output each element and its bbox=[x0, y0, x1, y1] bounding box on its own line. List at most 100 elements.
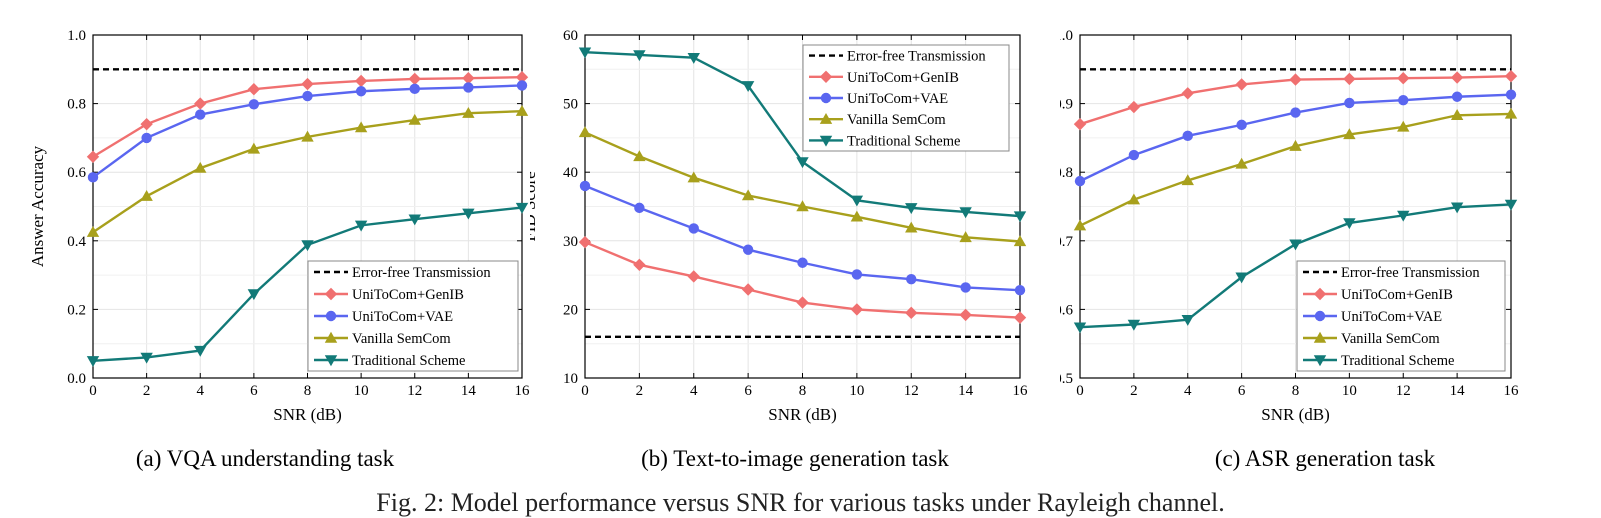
legend-label-error-free-transmission: Error-free Transmission bbox=[352, 265, 491, 281]
figure-caption: Fig. 2: Model performance versus SNR for… bbox=[376, 488, 1225, 517]
x-tick-label: 0 bbox=[89, 383, 97, 399]
subcaption-asr: (c) ASR generation task bbox=[1214, 446, 1436, 471]
x-tick-label: 12 bbox=[407, 383, 422, 399]
x-axis-label: SNR (dB) bbox=[768, 405, 836, 424]
data-point-unitocom-vae bbox=[960, 282, 971, 293]
legend-marker-vanilla-semcom bbox=[819, 113, 833, 124]
legend-marker-unitocom-genib bbox=[324, 287, 338, 301]
y-tick-label: 0.2 bbox=[67, 302, 86, 318]
legend-label-error-free-transmission: Error-free Transmission bbox=[1341, 265, 1480, 281]
x-tick-label: 2 bbox=[636, 383, 644, 399]
x-tick-label: 14 bbox=[958, 383, 974, 399]
legend-marker-unitocom-genib bbox=[1313, 287, 1327, 301]
x-axis-label: SNR (dB) bbox=[1261, 405, 1329, 424]
data-point-traditional-scheme bbox=[578, 47, 592, 59]
data-point-traditional-scheme bbox=[194, 345, 207, 357]
data-point-unitocom-vae bbox=[797, 257, 808, 268]
data-point-vanilla-semcom bbox=[687, 171, 700, 183]
subcaption-text-to-image: (b) Text-to-image generation task bbox=[641, 446, 949, 471]
data-point-vanilla-semcom bbox=[1235, 157, 1248, 169]
legend-marker-unitocom-genib bbox=[819, 70, 833, 83]
data-point-unitocom-vae bbox=[1014, 284, 1026, 296]
data-point-vanilla-semcom bbox=[86, 226, 100, 237]
series-vanilla-semcom bbox=[1073, 107, 1518, 231]
data-point-vanilla-semcom bbox=[1073, 219, 1087, 231]
data-point-unitocom-vae bbox=[1505, 89, 1517, 100]
data-point-unitocom-vae bbox=[851, 269, 863, 280]
legend-label-unitocom-genib: UniToCom+GenIB bbox=[1341, 287, 1453, 303]
data-point-unitocom-vae bbox=[634, 202, 645, 214]
data-point-unitocom-vae bbox=[516, 80, 528, 91]
y-tick-label: 10 bbox=[563, 371, 578, 387]
series-traditional-scheme bbox=[578, 47, 1027, 223]
data-point-vanilla-semcom bbox=[796, 200, 809, 212]
data-point-traditional-scheme bbox=[140, 352, 153, 364]
data-point-traditional-scheme bbox=[354, 220, 368, 232]
data-point-vanilla-semcom bbox=[354, 121, 368, 133]
subcaption-vqa: (a) VQA understanding task bbox=[135, 446, 395, 471]
legend-marker-vanilla-semcom bbox=[1313, 331, 1327, 343]
data-point-unitocom-genib bbox=[1013, 311, 1027, 324]
data-point-unitocom-vae bbox=[302, 90, 313, 102]
series-vanilla-semcom bbox=[86, 104, 529, 237]
legend-marker-traditional-scheme bbox=[324, 355, 338, 367]
series-traditional-scheme bbox=[1073, 199, 1518, 334]
legend-label-unitocom-genib: UniToCom+GenIB bbox=[847, 70, 959, 86]
data-point-traditional-scheme bbox=[796, 157, 809, 169]
data-point-unitocom-vae bbox=[742, 244, 754, 255]
data-point-vanilla-semcom bbox=[741, 189, 755, 201]
data-point-unitocom-vae bbox=[1344, 97, 1355, 109]
y-axis-label: FID Score bbox=[530, 171, 539, 241]
data-point-traditional-scheme bbox=[1073, 322, 1087, 334]
series-unitocom-genib bbox=[1073, 69, 1518, 131]
data-point-vanilla-semcom bbox=[578, 126, 592, 138]
x-tick-label: 14 bbox=[461, 383, 477, 399]
legend-label-unitocom-vae: UniToCom+VAE bbox=[847, 91, 948, 107]
y-tick-label: 40 bbox=[563, 165, 578, 181]
y-tick-label: 1.0 bbox=[1060, 28, 1073, 44]
y-axis-label: Answer Accuracy bbox=[28, 145, 47, 267]
y-tick-label: 0.8 bbox=[1060, 165, 1073, 181]
data-point-vanilla-semcom bbox=[462, 107, 475, 118]
chart-text-to-image: 0 2 4 6 8 10 12 14 16 10 20 30 40 50 60 SNR (dB) FID Sco… bbox=[530, 28, 1028, 424]
y-tick-label: 0.7 bbox=[1060, 234, 1074, 250]
data-point-unitocom-vae bbox=[355, 86, 367, 97]
data-point-unitocom-genib bbox=[354, 74, 368, 88]
x-tick-label: 0 bbox=[581, 383, 589, 399]
data-point-vanilla-semcom bbox=[140, 190, 153, 201]
x-tick-label: 0 bbox=[1076, 383, 1084, 399]
data-point-unitocom-genib bbox=[741, 283, 755, 296]
y-tick-label: 0.9 bbox=[1060, 97, 1073, 113]
data-point-vanilla-semcom bbox=[633, 150, 646, 162]
ticks: 0 2 4 6 8 10 12 14 16 0.0 0.2 0.4 0.6 0.8 1.0 bbox=[67, 28, 530, 399]
data-point-unitocom-genib bbox=[796, 296, 809, 309]
data-point-traditional-scheme bbox=[1235, 272, 1248, 284]
legend-box bbox=[802, 44, 1010, 152]
legend-marker-vanilla-semcom bbox=[324, 331, 338, 343]
data-point-vanilla-semcom bbox=[194, 161, 207, 173]
data-point-unitocom-genib bbox=[1181, 87, 1194, 100]
x-tick-label: 4 bbox=[690, 383, 698, 399]
data-point-vanilla-semcom bbox=[1343, 128, 1356, 140]
data-point-traditional-scheme bbox=[1127, 319, 1141, 331]
data-point-traditional-scheme bbox=[850, 195, 864, 207]
legend: Error-free Transmission UniToCom+GenIB Uni… bbox=[1296, 260, 1506, 372]
legend-label-traditional-scheme: Traditional Scheme bbox=[847, 133, 960, 149]
data-point-vanilla-semcom bbox=[1013, 235, 1027, 247]
legend-marker-traditional-scheme bbox=[1313, 355, 1327, 367]
data-point-unitocom-genib bbox=[578, 235, 592, 249]
x-tick-label: 4 bbox=[1184, 383, 1192, 399]
x-tick-label: 10 bbox=[1342, 383, 1357, 399]
legend: Error-free Transmission UniToCom+GenIB Uni… bbox=[307, 260, 519, 372]
legend-label-traditional-scheme: Traditional Scheme bbox=[352, 353, 465, 369]
data-point-unitocom-vae bbox=[1128, 149, 1140, 161]
panel-asr: 0 2 4 6 8 10 12 14 16 0.5 0.6 0.7 0.8 0.9 1.0 SNR (dB) 1… bbox=[1060, 0, 1590, 517]
x-tick-label: 8 bbox=[799, 383, 807, 399]
data-point-unitocom-genib bbox=[86, 150, 100, 163]
data-point-vanilla-semcom bbox=[408, 113, 421, 125]
x-tick-label: 6 bbox=[744, 383, 752, 399]
data-point-unitocom-vae bbox=[579, 180, 591, 192]
x-tick-label: 16 bbox=[1504, 383, 1520, 399]
data-point-unitocom-genib bbox=[1235, 78, 1248, 91]
x-axis-label: SNR (dB) bbox=[273, 405, 341, 424]
